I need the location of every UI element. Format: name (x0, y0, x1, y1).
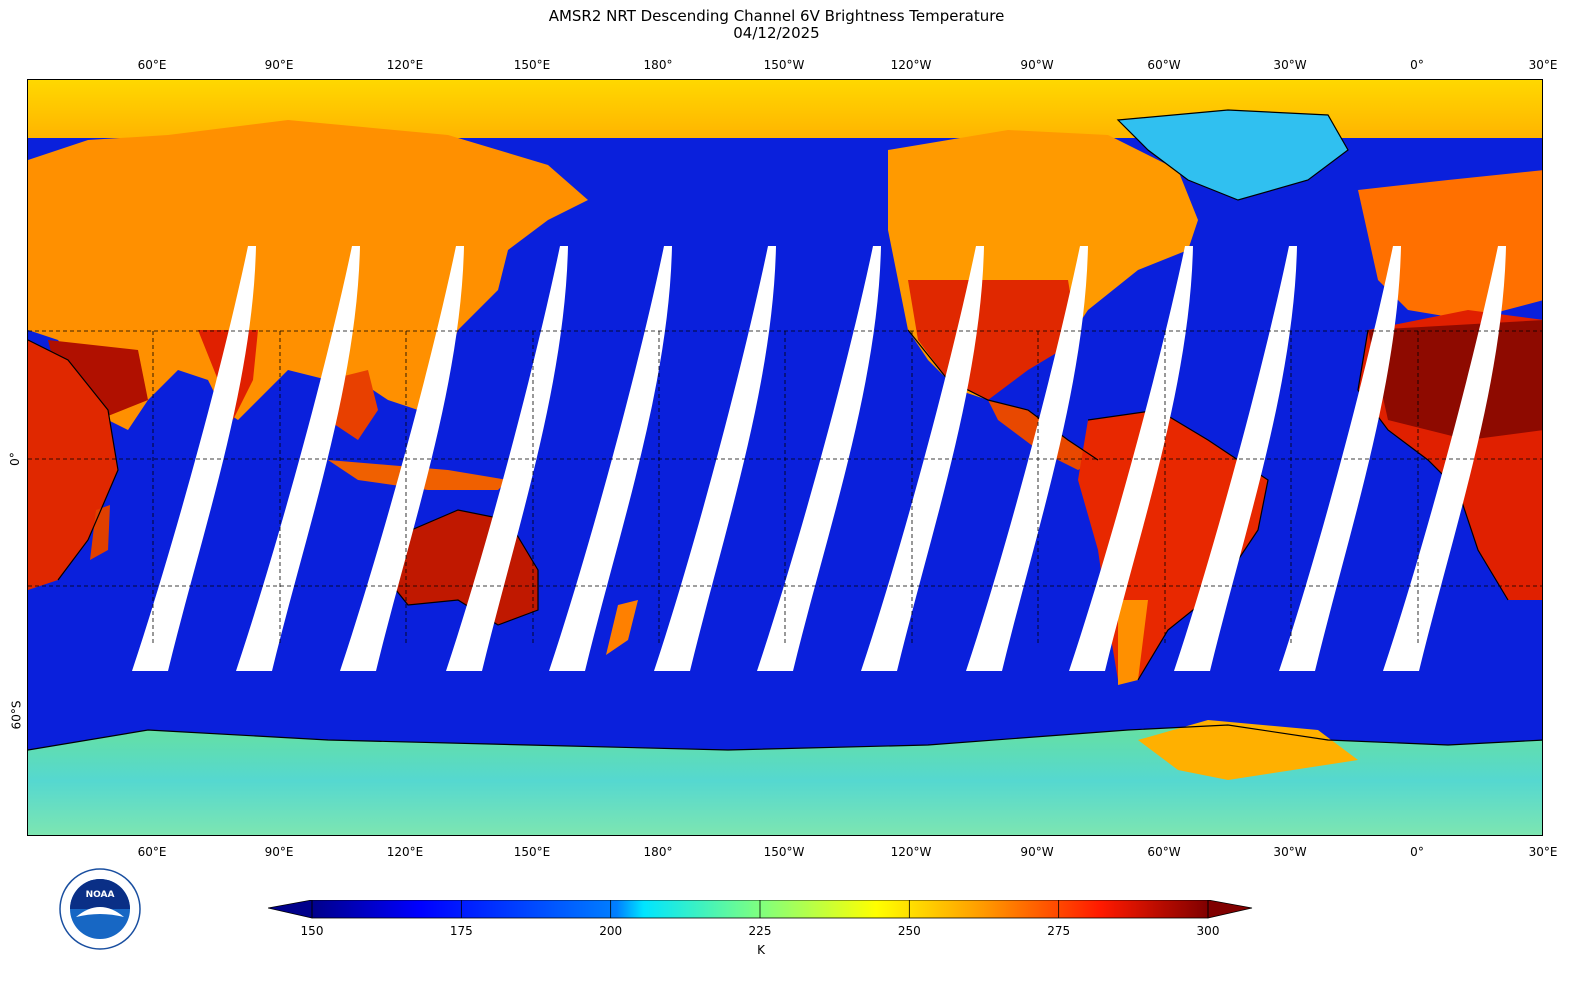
swath-gap (236, 246, 360, 671)
lat-tick-60s: 60°S (9, 700, 24, 730)
top-lon-tick: 90°E (264, 58, 294, 72)
swath-gap (340, 246, 464, 671)
top-lon-tick: 150°W (763, 58, 805, 72)
colorbar-tick-label: 275 (1047, 924, 1071, 938)
swath-gap (861, 246, 984, 671)
map-date: 04/12/2025 (733, 24, 820, 42)
top-lon-tick: 90°W (1020, 58, 1054, 72)
bottom-lon-tick: 0° (1410, 845, 1424, 859)
land-east-africa (28, 340, 118, 590)
colorbar-tick-label: 175 (449, 924, 473, 938)
brightness-temperature-map (27, 79, 1543, 836)
swath-gap (654, 246, 776, 671)
swath-gaps (132, 246, 1506, 671)
colorbar-tick-label: 225 (748, 924, 772, 938)
bottom-lon-tick: 30°E (1528, 845, 1558, 859)
land-greenland (1118, 110, 1348, 200)
colorbar-tick-label: 300 (1196, 924, 1220, 938)
colorbar-max-arrow (1207, 899, 1253, 919)
land-antarctic-peninsula (1138, 720, 1358, 780)
colorbar-tick-label: 150 (300, 924, 324, 938)
swath-gap (1174, 246, 1297, 671)
bottom-lon-tick: 150°E (513, 845, 551, 859)
top-lon-tick: 30°W (1273, 58, 1307, 72)
colorbar-unit: K (757, 943, 765, 957)
colorbar (267, 899, 1253, 922)
lat-tick-0: 0° (7, 452, 22, 466)
top-lon-tick: 180° (643, 58, 673, 72)
bottom-lon-tick: 60°E (137, 845, 167, 859)
bottom-lon-tick: 150°W (763, 845, 805, 859)
swath-gap (757, 246, 881, 671)
swath-gap (1383, 246, 1506, 671)
top-lon-tick: 30°E (1528, 58, 1558, 72)
top-lon-tick: 120°W (890, 58, 932, 72)
bottom-lon-tick: 60°W (1147, 845, 1181, 859)
top-lon-tick: 60°W (1147, 58, 1181, 72)
bottom-lon-tick: 120°W (890, 845, 932, 859)
swath-gap (446, 246, 568, 671)
land-patagonia (1118, 600, 1148, 685)
colorbar-tick-label: 200 (599, 924, 623, 938)
land-new-zealand (606, 600, 638, 655)
bottom-lon-tick: 90°E (264, 845, 294, 859)
land-sahara-hot (1368, 320, 1542, 440)
noaa-logo-text: NOAA (86, 890, 115, 900)
graticule (28, 330, 1542, 646)
swath-gap (1279, 246, 1401, 671)
bottom-lon-tick: 90°W (1020, 845, 1054, 859)
top-lon-tick: 0° (1410, 58, 1424, 72)
swath-gap (1069, 246, 1193, 671)
swath-gap (132, 246, 256, 671)
top-lon-tick: 60°E (137, 58, 167, 72)
colorbar-tick-label: 250 (897, 924, 921, 938)
land-madagascar (90, 505, 110, 560)
swath-gap (549, 246, 672, 671)
top-lon-tick: 120°E (386, 58, 424, 72)
coastlines (28, 109, 1542, 751)
map-title: AMSR2 NRT Descending Channel 6V Brightne… (548, 7, 1005, 25)
noaa-logo: NOAA (58, 867, 142, 951)
swath-gap (966, 246, 1088, 671)
bottom-lon-tick: 30°W (1273, 845, 1307, 859)
bottom-lon-tick: 180° (643, 845, 673, 859)
land-arabia-hot (48, 340, 148, 420)
bottom-lon-tick: 120°E (386, 845, 424, 859)
top-lon-tick: 150°E (513, 58, 551, 72)
colorbar-min-arrow (267, 899, 313, 919)
